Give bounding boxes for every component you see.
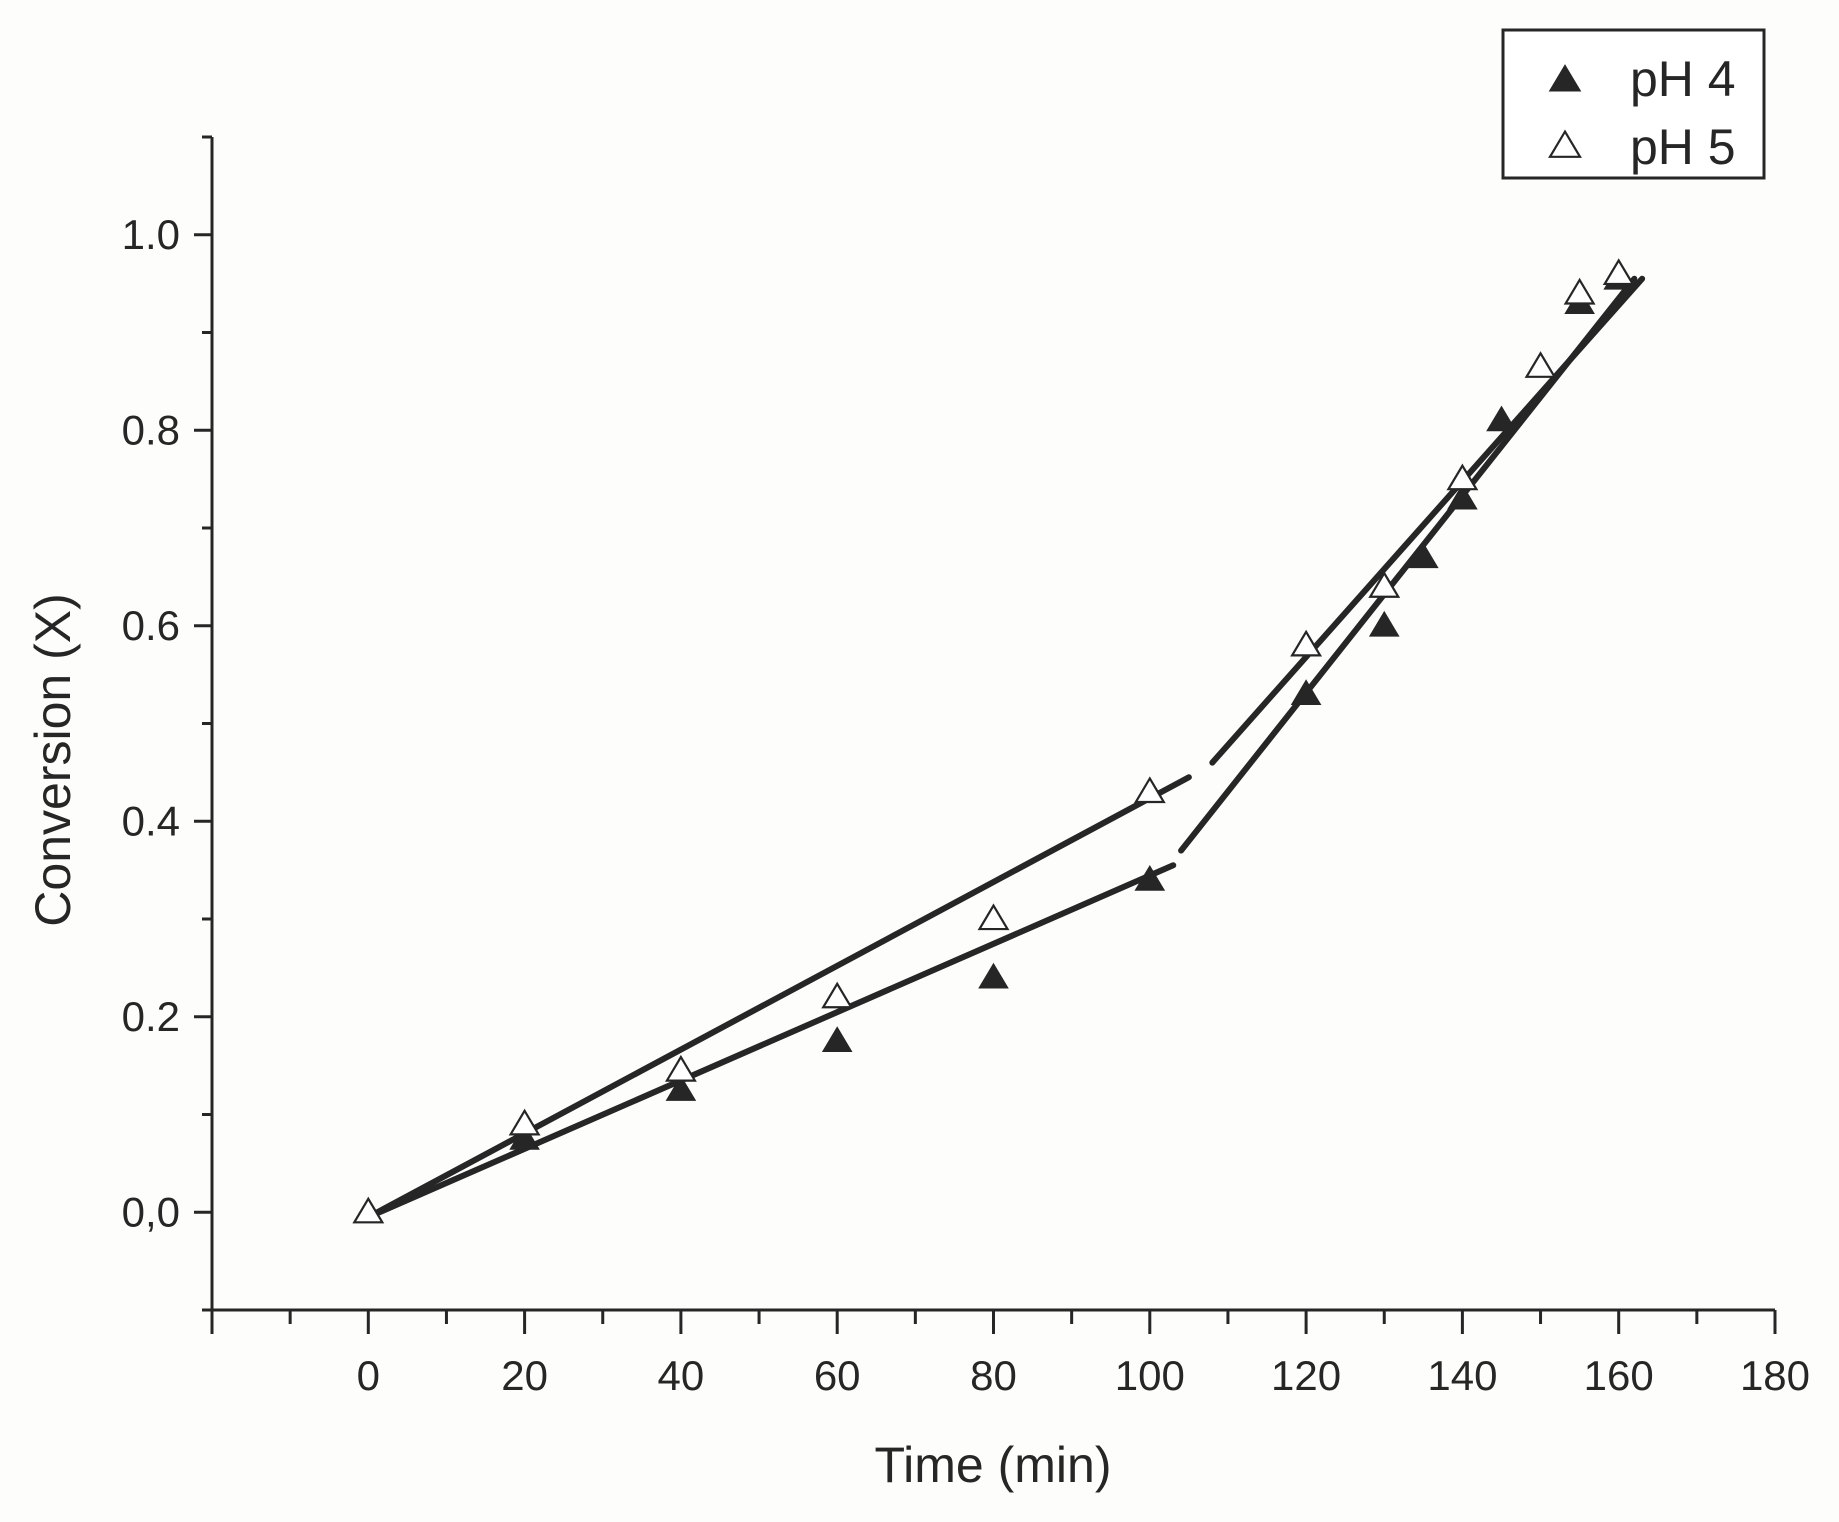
y-tick-label: 0.8 bbox=[122, 406, 180, 453]
x-tick-label: 120 bbox=[1271, 1352, 1341, 1399]
legend-open-triangle-icon bbox=[1548, 129, 1582, 158]
data-point-ph4 bbox=[1368, 610, 1400, 637]
fit-line-ph5-2 bbox=[1209, 275, 1646, 766]
y-tick-label: 0,0 bbox=[122, 1188, 180, 1235]
legend-marker-ph5-icon bbox=[1548, 129, 1582, 158]
y-tick-label: 1.0 bbox=[122, 211, 180, 258]
data-point-ph4 bbox=[978, 962, 1009, 989]
legend-filled-triangle-icon bbox=[1548, 64, 1582, 92]
legend-label-ph5: pH 5 bbox=[1630, 119, 1736, 175]
data-point-ph5 bbox=[1446, 463, 1479, 491]
y-tick-label: 0.6 bbox=[122, 602, 180, 649]
data-point-ph4 bbox=[1486, 405, 1517, 432]
x-tick-label: 100 bbox=[1115, 1352, 1185, 1399]
data-point-ph5 bbox=[1563, 277, 1596, 305]
data-point-ph5 bbox=[1133, 776, 1166, 804]
fit-lines-layer bbox=[365, 275, 1646, 1221]
x-tick-label: 180 bbox=[1740, 1352, 1810, 1399]
data-point-ph5 bbox=[352, 1196, 385, 1224]
x-axis-title: Time (min) bbox=[874, 1437, 1111, 1493]
axes-layer bbox=[194, 135, 1777, 1334]
data-point-ph5 bbox=[1524, 351, 1557, 378]
data-point-ph5 bbox=[664, 1054, 697, 1082]
data-point-ph4 bbox=[821, 1026, 853, 1053]
fit-line-ph5-1 bbox=[365, 774, 1192, 1221]
data-point-ph4 bbox=[1447, 483, 1478, 510]
x-tick-label: 0 bbox=[357, 1352, 380, 1399]
data-point-ph5 bbox=[508, 1108, 541, 1136]
data-point-ph5 bbox=[1602, 258, 1635, 286]
fit-line-ph4-1 bbox=[365, 862, 1177, 1221]
x-tick-label: 160 bbox=[1584, 1352, 1654, 1399]
legend-frame bbox=[1501, 28, 1766, 180]
x-tick-label: 140 bbox=[1427, 1352, 1497, 1399]
data-point-ph5 bbox=[1368, 571, 1401, 598]
y-axis-title: Conversion (X) bbox=[25, 593, 81, 926]
legend-label-ph4: pH 4 bbox=[1630, 51, 1736, 107]
x-tick-label: 20 bbox=[501, 1352, 548, 1399]
data-point-ph4 bbox=[1408, 542, 1439, 569]
data-points-layer bbox=[352, 258, 1635, 1224]
x-tick-label: 80 bbox=[970, 1352, 1017, 1399]
data-point-ph4 bbox=[509, 1124, 540, 1150]
y-tick-label: 0.2 bbox=[122, 993, 180, 1040]
legend: pH 4 pH 5 bbox=[1501, 28, 1766, 180]
data-point-ph4 bbox=[1290, 679, 1322, 706]
data-point-ph5 bbox=[977, 903, 1010, 931]
x-tick-label: 60 bbox=[814, 1352, 861, 1399]
y-tick-label: 0.4 bbox=[122, 797, 180, 844]
data-point-ph4 bbox=[665, 1075, 697, 1101]
x-tick-label: 40 bbox=[658, 1352, 705, 1399]
data-point-ph4 bbox=[1134, 864, 1166, 891]
legend-marker-ph4-icon bbox=[1548, 64, 1582, 92]
data-point-ph5 bbox=[1290, 629, 1323, 657]
labels-layer: Time (min) Conversion (X) 0 20 40 60 80 100 12… bbox=[25, 211, 1810, 1493]
data-point-ph5 bbox=[821, 981, 854, 1009]
